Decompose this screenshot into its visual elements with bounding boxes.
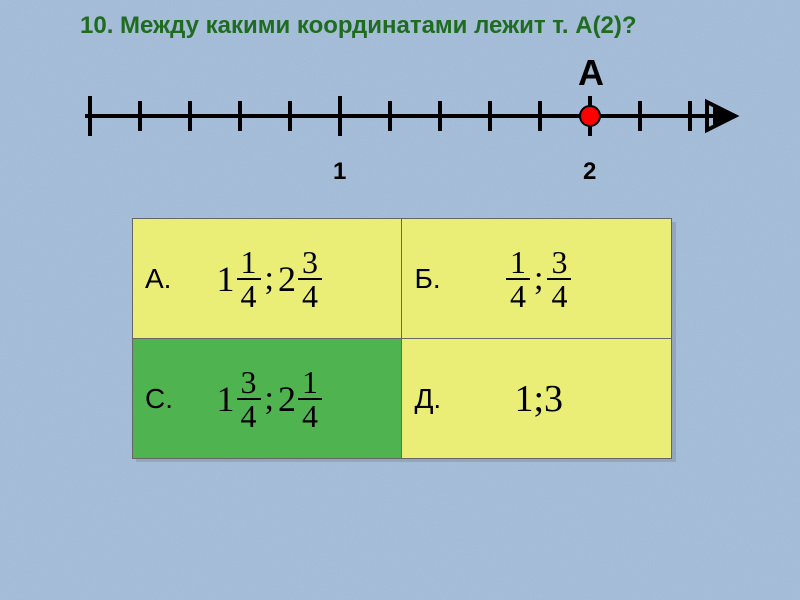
option-label-d: Д. — [414, 383, 441, 415]
a-m2-whole: 2 — [278, 261, 296, 297]
axis-label-1: 1 — [333, 158, 346, 186]
a-m1-num: 1 — [237, 246, 261, 280]
b-sep: ; — [534, 262, 543, 296]
answer-option-d[interactable]: Д. 1;3 — [402, 339, 672, 459]
c-m2-den: 4 — [298, 400, 322, 432]
answer-option-c[interactable]: С. 134;214 — [133, 339, 402, 459]
c-m1-den: 4 — [237, 400, 261, 432]
b-f2-den: 4 — [547, 280, 571, 312]
c-m2-num: 1 — [298, 366, 322, 400]
a-m2-den: 4 — [298, 280, 322, 312]
b-f2-num: 3 — [547, 246, 571, 280]
number-line: А 1 2 — [80, 58, 740, 198]
b-f1-num: 1 — [506, 246, 530, 280]
option-label-a: А. — [145, 263, 171, 295]
answer-option-b[interactable]: Б. 14;34 — [402, 219, 672, 339]
b-f1-den: 4 — [506, 280, 530, 312]
option-label-c: С. — [145, 383, 173, 415]
answer-option-a[interactable]: А. 114;234 — [133, 219, 402, 339]
a-sep: ; — [265, 262, 274, 296]
question-title: 10. Между какими координатами лежит т. А… — [80, 12, 637, 40]
axis-label-2: 2 — [583, 158, 596, 186]
point-label-a: А — [578, 52, 604, 94]
c-m1-whole: 1 — [217, 381, 235, 417]
answer-grid: А. 114;234 Б. 14;34 С. 134;214 Д. — [132, 218, 672, 459]
a-m1-whole: 1 — [217, 261, 235, 297]
c-m2-whole: 2 — [278, 381, 296, 417]
a-m2-num: 3 — [298, 246, 322, 280]
c-sep: ; — [265, 382, 274, 416]
d-text: 1;3 — [414, 377, 663, 421]
c-m1-num: 3 — [237, 366, 261, 400]
a-m1-den: 4 — [237, 280, 261, 312]
option-label-b: Б. — [414, 263, 440, 295]
